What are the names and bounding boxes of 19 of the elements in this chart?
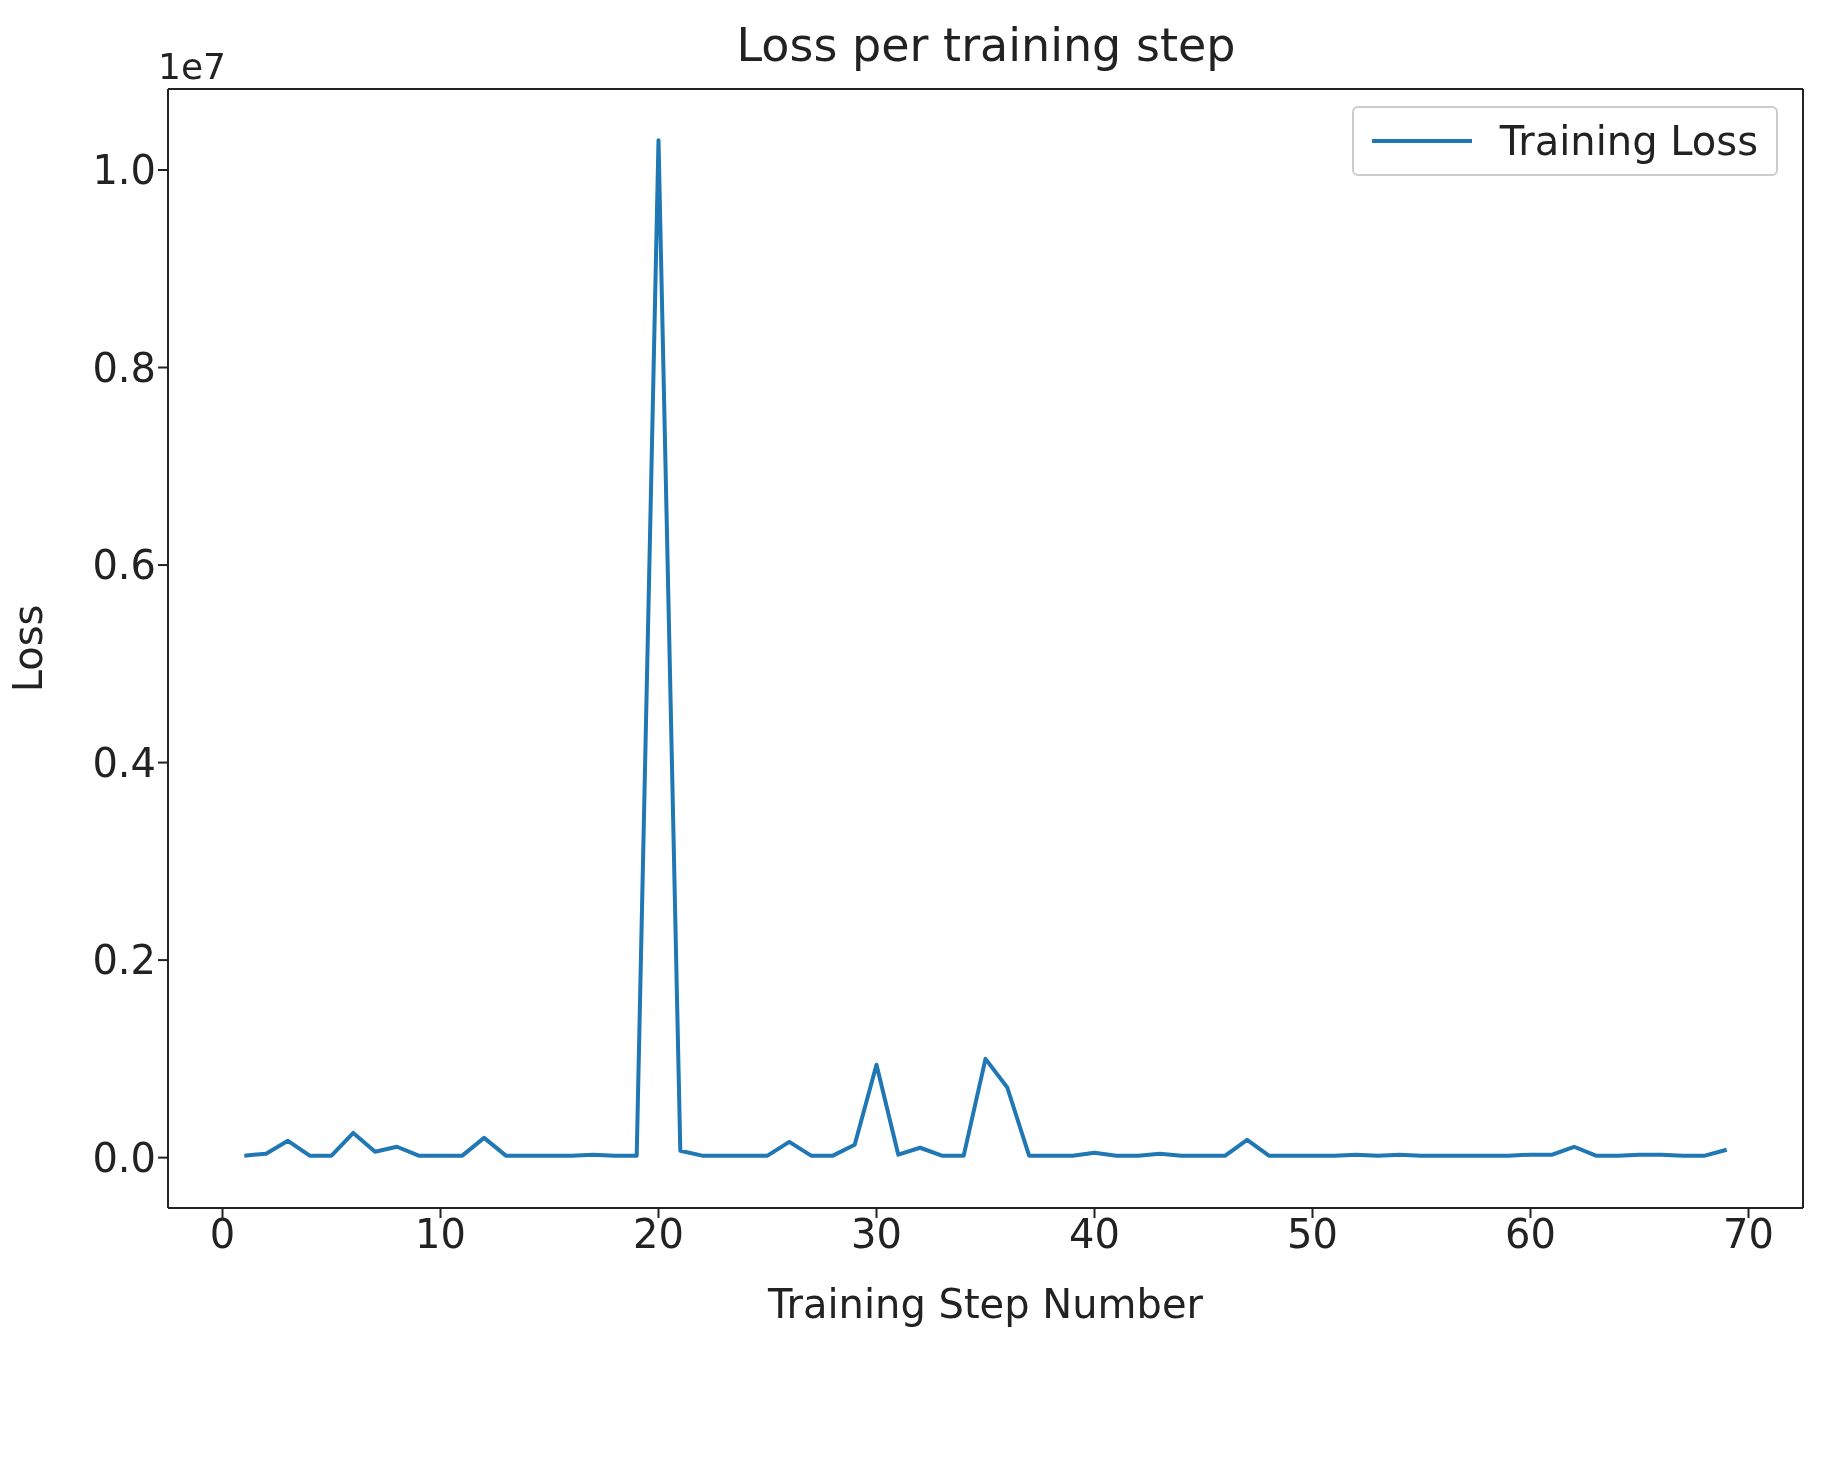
y-tick-label: 0.6 (92, 542, 156, 589)
y-axis-title: Loss (5, 604, 52, 693)
text: 1e7 (158, 46, 226, 87)
chart-title: Loss per training step (736, 18, 1236, 72)
x-tick-label: 50 (1287, 1211, 1338, 1258)
x-tick-label: 60 (1505, 1211, 1556, 1258)
x-tick-label: 30 (851, 1211, 902, 1258)
x-tick-label: 40 (1069, 1211, 1120, 1258)
y-tick-label: 0.8 (92, 344, 156, 391)
x-tick-label: 10 (415, 1211, 466, 1258)
x-tick-label: 20 (633, 1211, 684, 1258)
y-tick-label: 0.2 (92, 937, 156, 984)
y-tick-label: 0.0 (92, 1134, 156, 1181)
y-tick-label: 0.4 (92, 739, 156, 786)
x-tick-label: 0 (209, 1211, 236, 1258)
x-axis-title: Training Step Number (766, 1281, 1204, 1327)
x-tick-label: 70 (1723, 1211, 1774, 1258)
legend-label: Training Loss (1499, 118, 1758, 164)
y-tick-label: 1.0 (92, 147, 156, 194)
